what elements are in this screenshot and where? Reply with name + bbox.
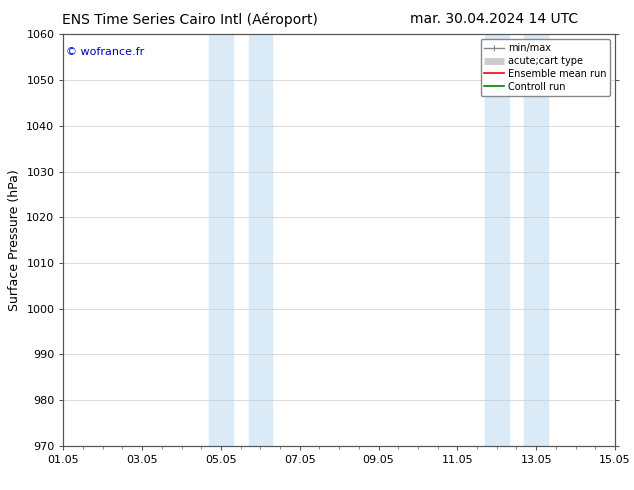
Text: mar. 30.04.2024 14 UTC: mar. 30.04.2024 14 UTC — [410, 12, 579, 26]
Bar — [209, 34, 233, 446]
Legend: min/max, acute;cart type, Ensemble mean run, Controll run: min/max, acute;cart type, Ensemble mean … — [481, 39, 610, 96]
Bar — [524, 34, 548, 446]
Bar — [249, 34, 272, 446]
Text: © wofrance.fr: © wofrance.fr — [66, 47, 145, 57]
Bar — [485, 34, 508, 446]
Text: ENS Time Series Cairo Intl (Aéroport): ENS Time Series Cairo Intl (Aéroport) — [62, 12, 318, 27]
Y-axis label: Surface Pressure (hPa): Surface Pressure (hPa) — [8, 169, 21, 311]
